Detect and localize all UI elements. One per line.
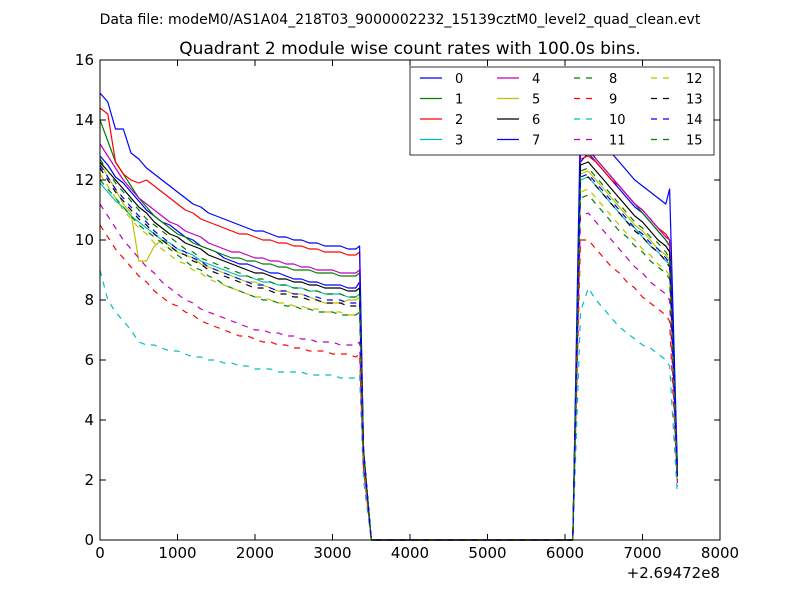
series-line-8 [99,179,678,541]
legend-label-10: 10 [609,113,626,128]
legend-label-8: 8 [609,72,617,87]
series-line-2 [99,107,678,541]
y-tick-label: 2 [84,471,94,489]
legend-label-4: 4 [532,72,540,87]
legend-label-12: 12 [686,72,703,87]
legend-label-5: 5 [532,93,540,108]
x-tick-label: 8000 [701,544,739,562]
legend-box [409,66,715,156]
x-tick-label: 0 [95,544,105,562]
series-line-1 [99,119,678,541]
x-tick-label: 2000 [236,544,274,562]
y-tick-label: 12 [75,171,94,189]
legend-label-14: 14 [686,113,703,128]
legend-label-7: 7 [532,134,540,149]
chart-title: Quadrant 2 module wise count rates with … [179,39,640,59]
legend-label-1: 1 [455,93,463,108]
legend-label-15: 15 [686,134,703,149]
y-tick-label: 0 [84,531,94,549]
series-line-11 [99,203,678,541]
series-line-4 [99,143,678,541]
y-tick-label: 6 [84,351,94,369]
x-axis-offset-label: +2.69472e8 [627,564,720,582]
y-tick-label: 14 [75,111,94,129]
legend-label-11: 11 [609,134,626,149]
series-line-14 [99,164,678,541]
x-tick-label: 5000 [468,544,506,562]
legend-label-2: 2 [455,113,463,128]
series-line-5 [99,161,678,541]
y-tick-label: 10 [75,231,94,249]
y-tick-label: 8 [84,291,94,309]
x-tick-label: 7000 [623,544,661,562]
series-line-7 [99,92,678,541]
legend-label-0: 0 [455,72,463,87]
x-tick-label: 1000 [158,544,196,562]
x-tick-label: 6000 [546,544,584,562]
legend-label-6: 6 [532,113,540,128]
legend-label-13: 13 [686,93,703,108]
series-line-13 [99,167,678,541]
x-tick-label: 4000 [391,544,429,562]
series-line-15 [99,158,678,541]
y-tick-label: 16 [75,51,94,69]
plot-area [99,92,678,541]
y-tick-label: 4 [84,411,94,429]
series-line-12 [99,173,678,541]
x-tick-label: 3000 [313,544,351,562]
series-line-0 [99,152,678,541]
series-line-10 [99,269,678,541]
legend-label-9: 9 [609,93,617,108]
series-line-9 [99,224,678,541]
axis-ticks: 0 1000 2000 3000 4000 5000 6000 7000 80000246810… [75,51,739,562]
legend-label-3: 3 [455,134,463,149]
figure-suptitle: Data file: modeM0/AS1A04_218T03_90000022… [100,12,701,28]
series-line-6 [99,161,678,541]
